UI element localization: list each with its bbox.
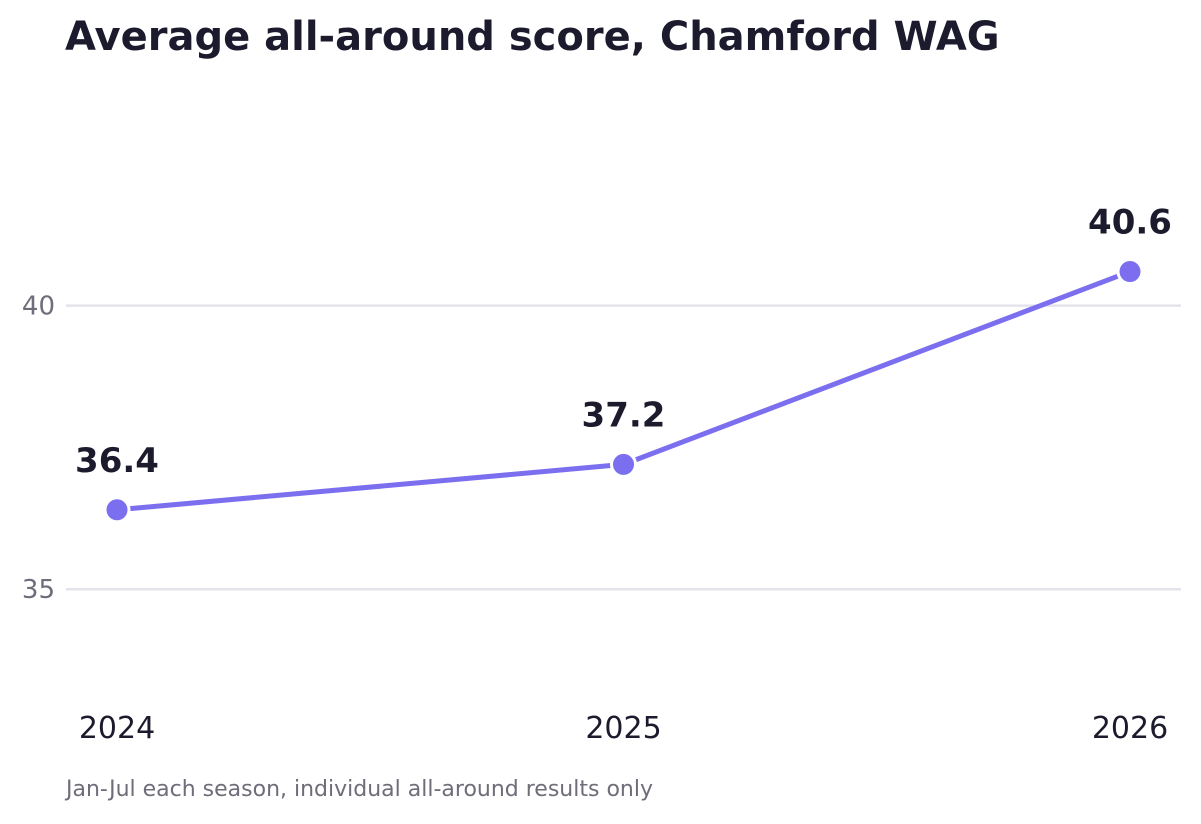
series-score: [103, 258, 1144, 524]
data-label-2026: 40.6: [1088, 203, 1172, 243]
y-tick-label-40: 40: [22, 292, 55, 322]
data-labels: 36.4 37.2 40.6: [75, 203, 1172, 481]
y-axis-ticks: 35 40: [22, 292, 55, 606]
x-tick-label-2025: 2025: [585, 711, 661, 746]
x-tick-label-2024: 2024: [79, 711, 155, 746]
data-point-2024: [103, 496, 131, 524]
gridlines: [66, 304, 1181, 591]
y-tick-label-35: 35: [22, 575, 55, 605]
data-label-2025: 37.2: [582, 395, 666, 435]
x-axis-ticks: 2024 2025 2026: [79, 711, 1168, 746]
data-point-2025: [610, 450, 637, 478]
data-point-2026: [1116, 258, 1144, 286]
chart-note: Jan-Jul each season, individual all-arou…: [66, 777, 653, 802]
data-label-2024: 36.4: [75, 441, 159, 481]
x-tick-label-2026: 2026: [1092, 711, 1168, 746]
chart-title: Average all-around score, Chamford WAG: [65, 14, 1000, 60]
